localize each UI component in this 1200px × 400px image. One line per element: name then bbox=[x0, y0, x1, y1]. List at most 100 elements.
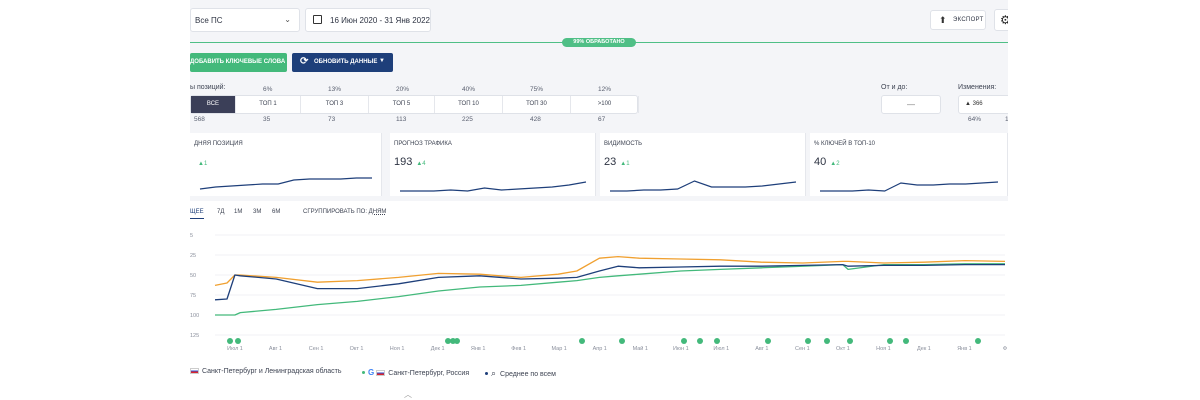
period-tab[interactable]: 1М bbox=[234, 209, 243, 215]
group-by-label: СГРУППИРОВАТЬ ПО: bbox=[303, 209, 367, 215]
legend-label: Санкт-Петербург, Россия bbox=[388, 370, 470, 377]
y-tick-label: 125 bbox=[190, 333, 199, 339]
changes-up-pct: 64% bbox=[968, 116, 982, 123]
group-by-value[interactable]: ДНЯМ bbox=[368, 209, 387, 215]
segment-count: 428 bbox=[530, 116, 541, 123]
x-tick-label: Ноя 1 bbox=[876, 346, 891, 352]
x-tick-label: Июл 1 bbox=[713, 346, 729, 352]
segment-count: 35 bbox=[263, 116, 271, 123]
position-history-chart: 5 25 50 75 100 125 Июл 1 Авг 1 Сен 1 Окт 1 Ноя 1 Де… bbox=[190, 233, 1007, 352]
kpi-title: % КЛЮЧЕЙ В ТОП-10 bbox=[814, 141, 875, 147]
kpi-sparkline bbox=[820, 181, 999, 192]
segment-count: 67 bbox=[598, 116, 606, 123]
series-line bbox=[214, 263, 1005, 301]
segment-count: 225 bbox=[462, 116, 473, 123]
segment-6[interactable]: >100 bbox=[571, 96, 639, 113]
segment-1[interactable]: ТОП 1 bbox=[236, 96, 301, 113]
event-marker-icon bbox=[887, 338, 893, 344]
kpi-sparkline bbox=[610, 180, 797, 192]
changes-up-value: ▲ 366 bbox=[965, 101, 983, 107]
sparkline-path bbox=[610, 180, 797, 192]
event-marker-icon bbox=[227, 338, 233, 344]
add-keywords-label: ДОБАВИТЬ КЛЮЧЕВЫЕ СЛОВА bbox=[190, 59, 286, 65]
kpi-delta: ▲4 bbox=[416, 161, 426, 167]
group-by[interactable]: СГРУППИРОВАТЬ ПО: ДНЯМ bbox=[303, 209, 386, 215]
series-line bbox=[215, 263, 1005, 316]
x-tick-label: Ф bbox=[1003, 346, 1007, 352]
segment-pct: 12% bbox=[598, 86, 612, 93]
x-tick-label: Янв 1 bbox=[957, 346, 972, 352]
calendar-icon bbox=[313, 15, 322, 24]
export-button[interactable]: ⬆ ЭКСПОРТ bbox=[930, 10, 986, 30]
search-engine-select[interactable]: Все ПС ⌄ bbox=[190, 8, 300, 32]
period-tab[interactable]: 3М bbox=[253, 209, 262, 215]
kpi-sparkline bbox=[400, 181, 587, 192]
legend-dot bbox=[362, 371, 365, 375]
segment-4[interactable]: ТОП 10 bbox=[435, 96, 503, 113]
x-tick-label: Ноя 1 bbox=[390, 346, 405, 352]
x-tick-label: Дек 1 bbox=[431, 346, 445, 352]
event-marker-icon bbox=[903, 338, 909, 344]
kpi-delta: ▲1 bbox=[198, 161, 208, 167]
progress-badge: 99% ОБРАБОТАНО bbox=[562, 38, 636, 47]
period-tab[interactable]: 6М bbox=[272, 209, 281, 215]
x-tick-label: Май 1 bbox=[633, 345, 648, 352]
segment-3[interactable]: ТОП 5 bbox=[369, 96, 435, 113]
chevron-up-icon[interactable]: ︿ bbox=[404, 390, 412, 399]
export-label: ЭКСПОРТ bbox=[953, 17, 984, 23]
x-tick-label: Сен 1 bbox=[309, 346, 324, 352]
changes-down-pct: 1 bbox=[1005, 116, 1008, 123]
segment-pct: 40% bbox=[462, 86, 476, 93]
segment-pct: 6% bbox=[263, 86, 273, 93]
event-marker-icon bbox=[824, 338, 830, 344]
kpi-value-text: 40 bbox=[814, 156, 827, 168]
sparkline-path bbox=[400, 181, 587, 192]
period-tab[interactable]: 7Д bbox=[217, 209, 225, 215]
segment-pct: 20% bbox=[396, 86, 410, 93]
segment-2[interactable]: ТОП 3 bbox=[301, 96, 369, 113]
range-label: От и до: bbox=[881, 84, 908, 91]
x-tick-label: Мар 1 bbox=[552, 346, 567, 352]
kpi-card[interactable]: ДНЯЯ ПОЗИЦИЯ ▲1 bbox=[190, 133, 382, 196]
event-marker-icon bbox=[445, 338, 451, 344]
russia-flag-icon bbox=[376, 370, 386, 376]
segment-pct: 13% bbox=[328, 86, 342, 93]
kpi-title: ВИДИМОСТЬ bbox=[604, 141, 643, 147]
x-tick-label: Янв 1 bbox=[471, 346, 486, 352]
chevron-down-icon: ⌄ bbox=[284, 15, 291, 24]
legend-item-average[interactable]: ⌕ Среднее по всем bbox=[482, 368, 556, 379]
segment-pct: 75% bbox=[530, 86, 544, 93]
segment-0[interactable]: ВСЕ bbox=[191, 96, 236, 113]
legend-item-spb-region[interactable]: Санкт-Петербург и Ленинградская область bbox=[190, 368, 342, 375]
search-engine-select-label: Все ПС bbox=[195, 16, 223, 25]
refresh-data-button[interactable]: ⟳ ОБНОВИТЬ ДАННЫЕ ▼ bbox=[292, 53, 393, 72]
period-tab[interactable]: ЩЕЕ bbox=[190, 209, 204, 219]
kpi-value: ▲1 bbox=[194, 156, 207, 168]
positions-segmented-control: ВСЕ ТОП 1 ТОП 3 ТОП 5 ТОП 10 ТОП 30 >100 bbox=[190, 95, 639, 114]
x-tick-label: Сен 1 bbox=[795, 346, 810, 352]
y-tick-label: 5 bbox=[190, 233, 193, 239]
changes-label: Изменения: bbox=[958, 84, 997, 91]
kpi-card[interactable]: % КЛЮЧЕЙ В ТОП-10 40 ▲2 bbox=[810, 133, 1008, 196]
sparkline-path bbox=[820, 181, 999, 192]
kpi-delta: ▲1 bbox=[620, 161, 630, 167]
event-marker-icon bbox=[454, 338, 460, 344]
add-keywords-button[interactable]: ДОБАВИТЬ КЛЮЧЕВЫЕ СЛОВА bbox=[190, 53, 287, 72]
kpi-card[interactable]: ПРОГНОЗ ТРАФИКА 193 ▲4 bbox=[390, 133, 596, 196]
changes-filter[interactable]: ▲ 366 bbox=[958, 95, 1008, 114]
kpi-card[interactable]: ВИДИМОСТЬ 23 ▲1 bbox=[600, 133, 806, 196]
date-range-picker[interactable]: 16 Июн 2020 - 31 Янв 2022 bbox=[305, 8, 431, 32]
event-marker-icon bbox=[714, 338, 720, 344]
segment-5[interactable]: ТОП 30 bbox=[503, 96, 571, 113]
legend-item-spb-google[interactable]: G Санкт-Петербург, Россия bbox=[359, 368, 469, 377]
settings-button[interactable]: ⚙ bbox=[994, 9, 1008, 31]
refresh-data-label: ОБНОВИТЬ ДАННЫЕ bbox=[314, 59, 378, 65]
segment-count: 568 bbox=[194, 116, 205, 123]
y-tick-label: 100 bbox=[190, 313, 199, 319]
google-icon: G bbox=[368, 368, 375, 377]
chevron-down-icon: ▼ bbox=[379, 58, 385, 64]
event-marker-icon bbox=[579, 338, 585, 344]
event-marker-icon bbox=[681, 338, 687, 344]
range-input[interactable]: — bbox=[881, 95, 941, 114]
event-marker-icon bbox=[235, 338, 241, 344]
